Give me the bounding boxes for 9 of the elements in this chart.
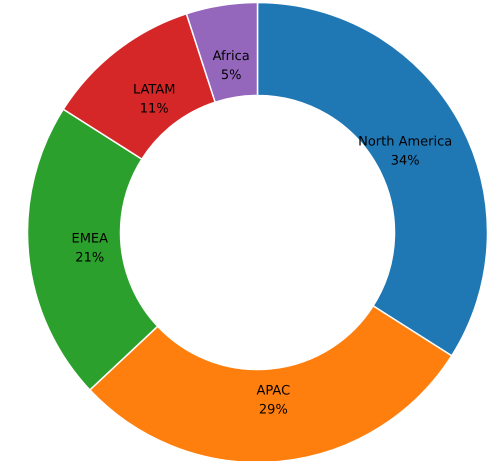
slice-label: EMEA — [71, 231, 108, 246]
data-label: 5% — [220, 68, 242, 84]
slice-label: Africa — [212, 49, 250, 64]
data-label: 34% — [390, 153, 420, 168]
data-label: 21% — [75, 250, 104, 266]
data-label: 11% — [140, 101, 169, 116]
slice-label: APAC — [256, 383, 290, 398]
slice-label: LATAM — [132, 82, 176, 98]
data-label: 29% — [258, 402, 288, 418]
